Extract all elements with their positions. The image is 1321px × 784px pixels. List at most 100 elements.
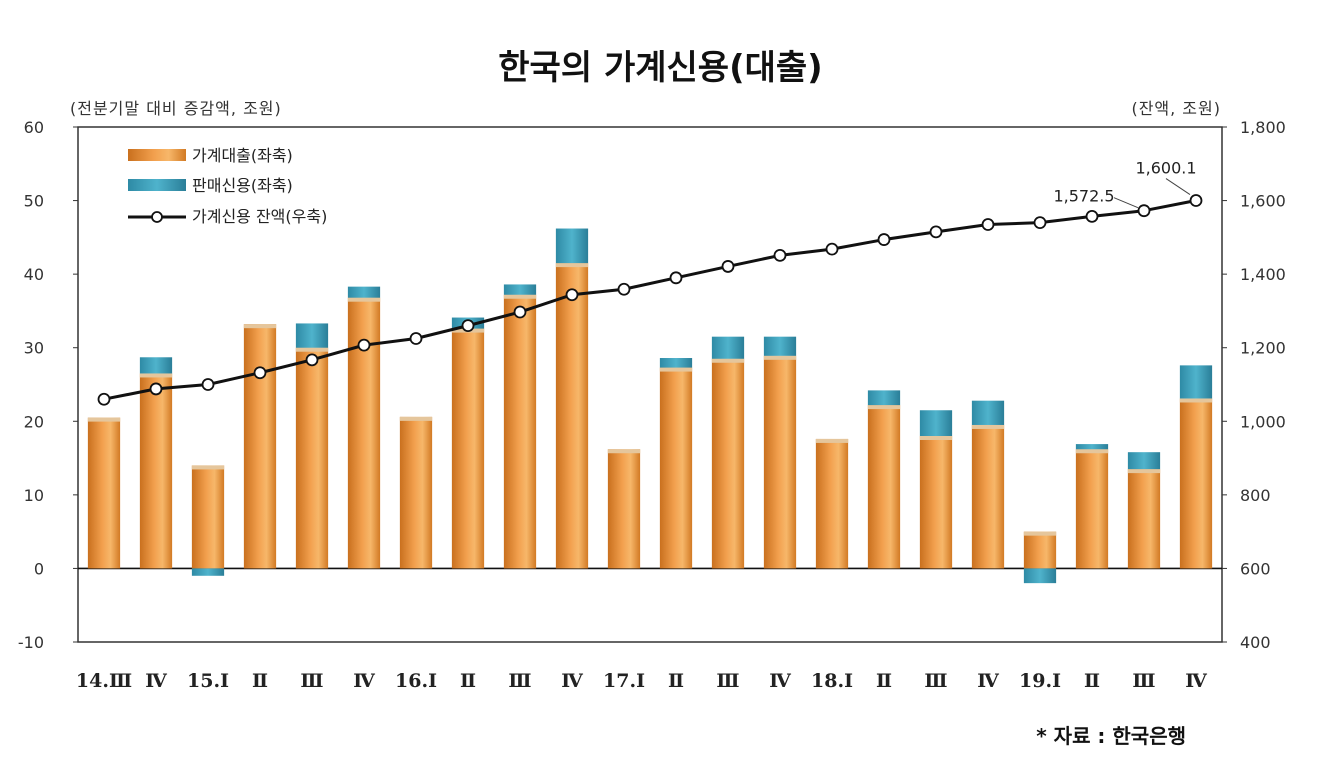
balance-point [409, 332, 423, 345]
bar-household-loans [191, 465, 225, 569]
right-axis-tick-label: 1,200 [1240, 339, 1286, 358]
bar-household-loans-cap [503, 294, 537, 299]
balance-point [877, 233, 891, 246]
balance-point [1189, 194, 1203, 207]
bar-sales-credit [1023, 568, 1057, 584]
category-label: Ⅱ [460, 670, 476, 692]
balance-point [97, 392, 111, 406]
bar-household-loans-cap [1023, 531, 1057, 536]
category-label: 17.Ⅰ [603, 670, 645, 692]
bar-sales-credit [659, 358, 693, 368]
bar-household-loans-cap [295, 347, 329, 352]
left-axis-tick-label: 10 [24, 486, 44, 505]
category-label: Ⅳ [561, 670, 583, 692]
legend-label-balance: 가계신용 잔액(우축) [192, 207, 327, 226]
plot-frame [77, 126, 1223, 643]
balance-point [721, 260, 735, 273]
left-axis-tick-label: 20 [24, 412, 44, 431]
annotation-leader [1113, 197, 1139, 209]
bar-household-loans [139, 373, 173, 569]
bar-sales-credit [763, 336, 797, 356]
category-label: Ⅳ [1185, 670, 1207, 692]
balance-point [253, 366, 267, 380]
bar-household-loans-cap [711, 358, 745, 363]
bar-household-loans-cap [1127, 469, 1161, 474]
bar-household-loans-cap [139, 373, 173, 378]
bar-household-loans [243, 324, 277, 569]
left-axis-unit-label: (전분기말 대비 증감액, 조원) [70, 99, 282, 118]
bar-sales-credit [1075, 444, 1109, 450]
bar-household-loans-cap [347, 297, 381, 302]
bar-sales-credit [971, 400, 1005, 425]
left-axis-tick-label: 50 [24, 192, 44, 211]
bar-household-loans [763, 355, 797, 569]
bar-household-loans-cap [919, 436, 953, 440]
left-axis-tick-label: 60 [24, 118, 44, 137]
bar-household-loans [451, 328, 485, 569]
left-axis-tick-label: -10 [18, 633, 44, 652]
bar-household-loans-cap [971, 424, 1005, 429]
balance-point [617, 282, 631, 296]
legend-swatch-household-loans [128, 149, 186, 161]
category-label: Ⅱ [252, 670, 268, 692]
category-label: Ⅳ [353, 670, 375, 692]
category-label: Ⅳ [769, 670, 791, 692]
bar-sales-credit [295, 323, 329, 348]
balance-point [357, 338, 371, 352]
bar-household-loans-cap [659, 367, 693, 372]
category-label: 18.Ⅰ [811, 670, 853, 692]
bar-household-loans-cap [555, 263, 589, 268]
category-label: Ⅲ [924, 670, 947, 692]
bar-household-loans-cap [243, 324, 277, 329]
balance-point [981, 218, 995, 231]
left-axis-tick-label: 40 [24, 265, 44, 284]
bar-household-loans [867, 405, 901, 569]
left-axis-tick-label: 30 [24, 339, 44, 358]
bar-sales-credit [191, 568, 225, 576]
bar-household-loans [399, 416, 433, 569]
bar-household-loans [1075, 449, 1109, 569]
category-label: Ⅲ [1132, 670, 1155, 692]
left-axis-tick-label: 0 [34, 559, 44, 578]
bar-household-loans-cap [1179, 398, 1213, 403]
category-label: 19.Ⅰ [1019, 670, 1061, 692]
bar-household-loans-cap [87, 417, 121, 422]
bar-household-loans [503, 294, 537, 569]
legend-swatch-sales-credit [128, 179, 186, 191]
right-axis-tick-label: 1,400 [1240, 265, 1286, 284]
bar-household-loans [1179, 398, 1213, 569]
balance-point [149, 382, 163, 396]
bar-household-loans [347, 297, 381, 569]
bar-household-loans [919, 436, 953, 569]
category-label: Ⅲ [508, 670, 531, 692]
right-axis-tick-label: 1,000 [1240, 412, 1286, 431]
category-label: Ⅱ [1084, 670, 1100, 692]
balance-point [1137, 204, 1151, 218]
balance-point [929, 225, 943, 239]
bar-household-loans-cap [867, 405, 901, 410]
bar-sales-credit [139, 357, 173, 374]
bar-sales-credit [1179, 365, 1213, 399]
bar-household-loans-cap [763, 355, 797, 360]
category-label: Ⅲ [716, 670, 739, 692]
category-label: 15.Ⅰ [187, 670, 229, 692]
bar-sales-credit [867, 390, 901, 406]
bar-household-loans-cap [191, 465, 225, 470]
chart-title: 한국의 가계신용(대출) [498, 48, 823, 88]
bar-sales-credit [711, 336, 745, 359]
balance-point [305, 353, 319, 367]
balance-point [773, 248, 787, 262]
balance-point [669, 271, 683, 285]
bar-household-loans [1127, 469, 1161, 569]
balance-value-label: 1,600.1 [1135, 159, 1196, 178]
balance-point [513, 305, 527, 319]
balance-point [461, 319, 475, 333]
bar-household-loans [815, 438, 849, 569]
balance-point [1033, 216, 1047, 230]
bar-household-loans [607, 449, 641, 569]
legend-label-sales-credit: 판매신용(좌축) [192, 176, 293, 195]
bar-sales-credit [347, 286, 381, 298]
category-label: Ⅳ [145, 670, 167, 692]
category-label: Ⅱ [668, 670, 684, 692]
